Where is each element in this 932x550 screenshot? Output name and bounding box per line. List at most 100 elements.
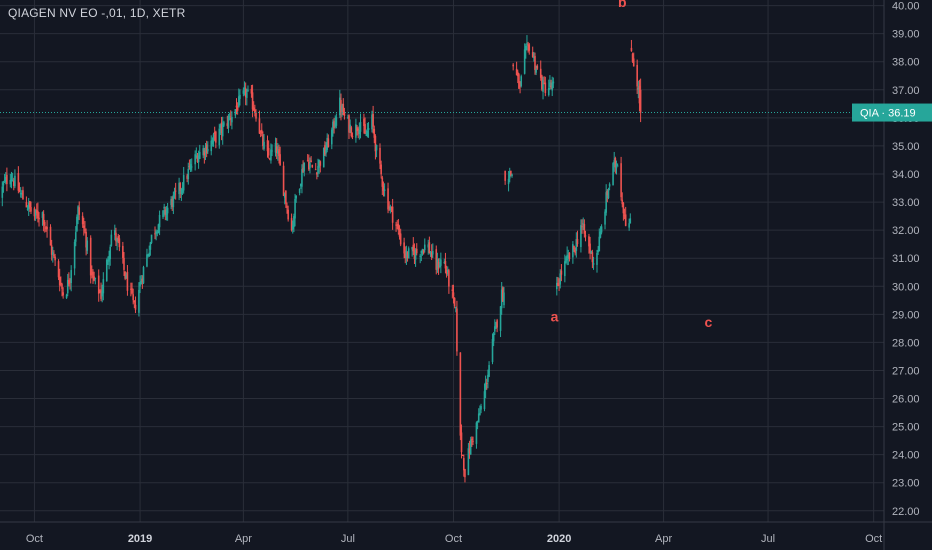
candle-body bbox=[333, 121, 335, 129]
candle-body bbox=[311, 164, 314, 168]
candle bbox=[427, 239, 430, 255]
candle bbox=[325, 142, 327, 157]
candle bbox=[612, 162, 614, 186]
candle-body bbox=[592, 263, 595, 265]
candle bbox=[133, 300, 136, 309]
candle-body bbox=[274, 142, 277, 153]
candle bbox=[118, 235, 121, 252]
candle bbox=[407, 246, 410, 259]
candle-body bbox=[124, 271, 126, 279]
candle bbox=[411, 246, 413, 257]
y-tick-label: 24.00 bbox=[892, 450, 920, 462]
candle bbox=[157, 223, 160, 234]
candle bbox=[126, 265, 129, 296]
candle bbox=[62, 287, 64, 299]
candle bbox=[172, 191, 175, 215]
candle bbox=[162, 210, 164, 220]
candle bbox=[631, 52, 634, 63]
candle bbox=[573, 245, 575, 252]
candle bbox=[504, 170, 506, 185]
candle bbox=[1, 181, 4, 207]
candle-body bbox=[560, 270, 563, 275]
candle bbox=[406, 251, 409, 262]
candle bbox=[37, 202, 39, 223]
candle bbox=[316, 171, 318, 180]
candle bbox=[149, 241, 152, 256]
candle bbox=[387, 182, 389, 214]
candle bbox=[101, 284, 103, 303]
candle-body bbox=[279, 154, 281, 166]
candle-body bbox=[351, 135, 354, 137]
candle bbox=[566, 246, 568, 266]
candle bbox=[525, 43, 527, 59]
candle-body bbox=[142, 267, 145, 284]
candle bbox=[100, 282, 102, 302]
candle-body bbox=[637, 87, 640, 90]
candle-body bbox=[259, 131, 262, 133]
candle bbox=[287, 205, 289, 222]
candle bbox=[219, 123, 222, 136]
candle bbox=[542, 76, 544, 100]
y-tick-label: 35.00 bbox=[892, 141, 920, 153]
candle-body bbox=[282, 165, 285, 196]
candle bbox=[35, 203, 38, 219]
candle-body bbox=[365, 134, 368, 136]
candle bbox=[115, 227, 117, 246]
candle-body bbox=[231, 117, 233, 123]
candle bbox=[415, 243, 418, 256]
candle-body bbox=[287, 209, 289, 220]
candle bbox=[174, 182, 177, 200]
candle-body bbox=[306, 160, 309, 162]
candle bbox=[444, 252, 447, 274]
candle bbox=[632, 52, 635, 67]
candle bbox=[138, 282, 140, 317]
candle bbox=[52, 246, 54, 263]
candle-body bbox=[49, 226, 52, 246]
candle bbox=[463, 454, 465, 477]
candle-body bbox=[37, 210, 39, 219]
candle bbox=[81, 212, 84, 228]
candle bbox=[76, 214, 78, 233]
candle-body bbox=[57, 261, 60, 278]
candle-body bbox=[484, 382, 487, 391]
candle-body bbox=[406, 252, 409, 259]
candle-body bbox=[286, 205, 288, 208]
candle bbox=[565, 256, 567, 264]
candle-body bbox=[573, 245, 575, 250]
candle bbox=[510, 170, 512, 177]
candle-body bbox=[467, 448, 470, 476]
candle bbox=[131, 282, 133, 295]
candle bbox=[198, 144, 201, 160]
candle-body bbox=[445, 269, 448, 275]
candle-body bbox=[303, 162, 306, 172]
candle bbox=[154, 226, 156, 240]
candle-body bbox=[440, 259, 442, 266]
candle bbox=[125, 272, 128, 279]
candle-body bbox=[432, 250, 434, 255]
candle-body bbox=[65, 294, 68, 298]
candle-body bbox=[255, 112, 257, 119]
candle bbox=[267, 140, 270, 159]
candle bbox=[623, 208, 626, 220]
candle-body bbox=[38, 217, 40, 220]
candle-body bbox=[179, 182, 182, 191]
candle-body bbox=[182, 175, 185, 191]
candle-body bbox=[492, 333, 495, 342]
candle-body bbox=[516, 71, 519, 77]
candle bbox=[511, 173, 513, 178]
candle bbox=[306, 154, 309, 162]
candle-body bbox=[34, 209, 37, 216]
candle bbox=[221, 116, 224, 145]
candle bbox=[364, 117, 366, 135]
candle bbox=[252, 101, 255, 111]
candle-body bbox=[349, 124, 351, 130]
candle-body bbox=[69, 281, 71, 283]
candle-body bbox=[429, 252, 432, 256]
candle bbox=[357, 126, 359, 139]
candle-body bbox=[435, 249, 438, 270]
candle-body bbox=[17, 173, 20, 191]
candle-body bbox=[178, 182, 180, 195]
candle bbox=[49, 224, 52, 246]
candle bbox=[487, 369, 489, 389]
